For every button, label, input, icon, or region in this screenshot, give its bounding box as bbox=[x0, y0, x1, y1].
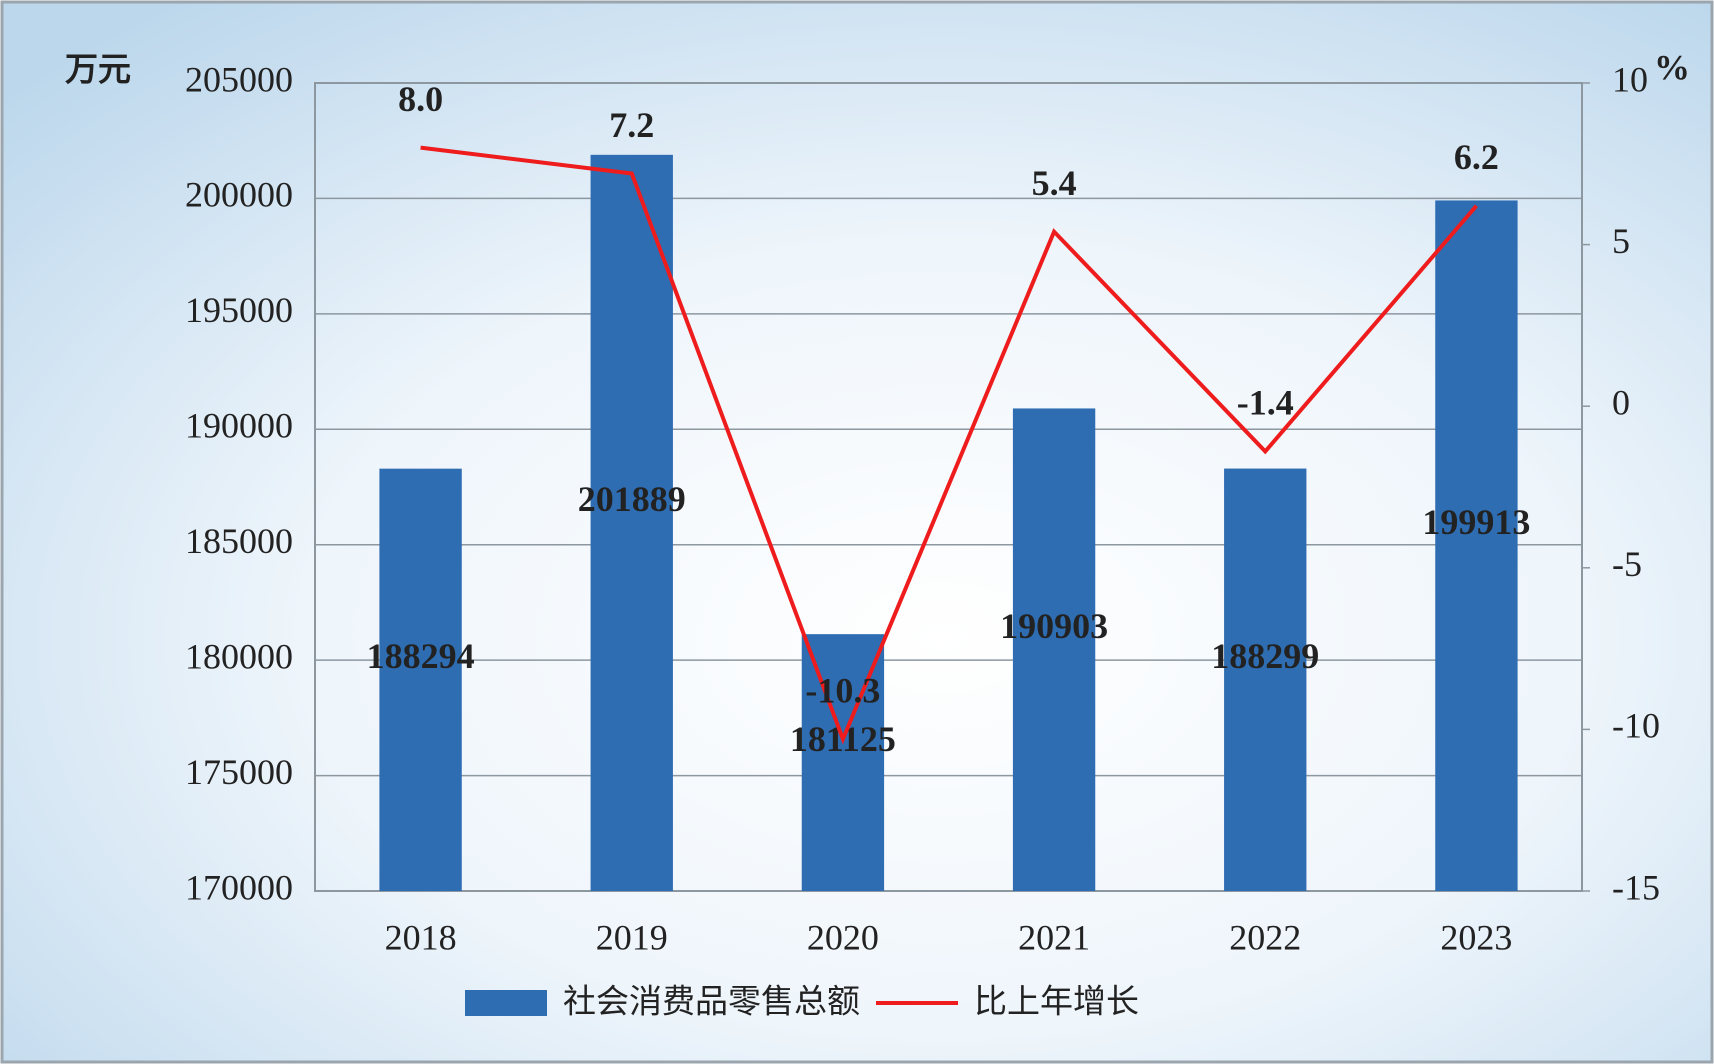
bar bbox=[1435, 200, 1518, 892]
line-value-label: 8.0 bbox=[398, 79, 443, 119]
line-value-label: 7.2 bbox=[609, 105, 654, 145]
y-tick-label: 185000 bbox=[185, 521, 293, 561]
y-tick-label: 200000 bbox=[185, 175, 293, 215]
y-tick-label: 180000 bbox=[185, 636, 293, 676]
bar bbox=[590, 154, 673, 892]
y2-tick-label: -15 bbox=[1612, 867, 1660, 907]
legend-swatch bbox=[465, 990, 547, 1016]
line-value-label: -10.3 bbox=[805, 670, 880, 710]
legend-label: 比上年增长 bbox=[974, 982, 1139, 1021]
y2-tick-label: 5 bbox=[1612, 221, 1630, 261]
y2-axis-unit: % bbox=[1654, 47, 1690, 87]
bar bbox=[1224, 468, 1307, 891]
x-tick-label: 2020 bbox=[807, 917, 879, 957]
y-tick-label: 190000 bbox=[185, 406, 293, 446]
bar-value-label: 201889 bbox=[578, 479, 686, 519]
y-tick-label: 195000 bbox=[185, 290, 293, 330]
x-tick-label: 2023 bbox=[1440, 917, 1512, 957]
line-value-label: -1.4 bbox=[1237, 383, 1294, 423]
y2-tick-label: -10 bbox=[1612, 706, 1660, 746]
bar bbox=[379, 468, 462, 891]
x-tick-label: 2021 bbox=[1018, 917, 1090, 957]
y-tick-label: 175000 bbox=[185, 752, 293, 792]
bar-value-label: 188299 bbox=[1211, 636, 1319, 676]
line bbox=[420, 145, 1478, 745]
bar-value-label: 199913 bbox=[1422, 502, 1530, 542]
line-value-label: 5.4 bbox=[1032, 163, 1077, 203]
y-axis-unit: 万元 bbox=[65, 50, 131, 89]
line-value-label: 6.2 bbox=[1454, 137, 1499, 177]
x-tick-label: 2019 bbox=[596, 917, 668, 957]
y2-tick-label: 10 bbox=[1612, 59, 1648, 99]
y-tick-label: 170000 bbox=[185, 867, 293, 907]
y-tick-label: 205000 bbox=[185, 59, 293, 99]
x-tick-label: 2018 bbox=[385, 917, 457, 957]
y2-tick-label: -5 bbox=[1612, 544, 1642, 584]
x-tick-label: 2022 bbox=[1229, 917, 1301, 957]
legend-label: 社会消费品零售总额 bbox=[563, 982, 860, 1021]
y2-tick-label: 0 bbox=[1612, 382, 1630, 422]
bar bbox=[1012, 408, 1096, 891]
bar-value-label: 190903 bbox=[1000, 606, 1108, 646]
bar-value-label: 188294 bbox=[367, 636, 475, 676]
